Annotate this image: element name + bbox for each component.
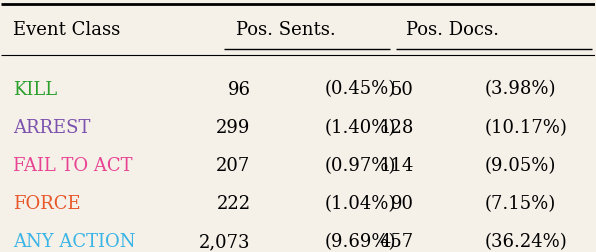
Text: (1.40%): (1.40%) — [325, 119, 396, 137]
Text: 96: 96 — [228, 81, 250, 99]
Text: Pos. Docs.: Pos. Docs. — [406, 21, 499, 39]
Text: 90: 90 — [391, 195, 414, 213]
Text: ANY ACTION: ANY ACTION — [13, 233, 136, 251]
Text: 207: 207 — [216, 157, 250, 175]
Text: (3.98%): (3.98%) — [485, 81, 556, 99]
Text: 114: 114 — [379, 157, 414, 175]
Text: (1.04%): (1.04%) — [325, 195, 396, 213]
Text: (36.24%): (36.24%) — [485, 233, 567, 251]
Text: (0.45%): (0.45%) — [325, 81, 396, 99]
Text: (9.69%): (9.69%) — [325, 233, 396, 251]
Text: 222: 222 — [216, 195, 250, 213]
Text: FORCE: FORCE — [13, 195, 81, 213]
Text: ARREST: ARREST — [13, 119, 91, 137]
Text: (0.97%): (0.97%) — [325, 157, 396, 175]
Text: (10.17%): (10.17%) — [485, 119, 568, 137]
Text: Event Class: Event Class — [13, 21, 120, 39]
Text: KILL: KILL — [13, 81, 57, 99]
Text: Pos. Sents.: Pos. Sents. — [236, 21, 336, 39]
Text: 457: 457 — [380, 233, 414, 251]
Text: 2,073: 2,073 — [199, 233, 250, 251]
Text: (7.15%): (7.15%) — [485, 195, 556, 213]
Text: 299: 299 — [216, 119, 250, 137]
Text: 50: 50 — [391, 81, 414, 99]
Text: (9.05%): (9.05%) — [485, 157, 556, 175]
Text: FAIL TO ACT: FAIL TO ACT — [13, 157, 133, 175]
Text: 128: 128 — [379, 119, 414, 137]
